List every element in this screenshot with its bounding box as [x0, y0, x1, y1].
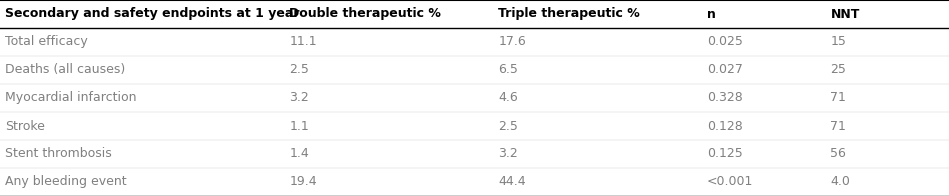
Text: Secondary and safety endpoints at 1 year: Secondary and safety endpoints at 1 year: [5, 7, 299, 21]
Text: 0.128: 0.128: [707, 120, 743, 132]
Text: 1.1: 1.1: [289, 120, 309, 132]
Text: Triple therapeutic %: Triple therapeutic %: [498, 7, 640, 21]
Text: Any bleeding event: Any bleeding event: [5, 175, 126, 189]
Text: Myocardial infarction: Myocardial infarction: [5, 92, 137, 104]
Text: 71: 71: [830, 120, 847, 132]
Text: 71: 71: [830, 92, 847, 104]
Text: 56: 56: [830, 148, 847, 161]
Text: 15: 15: [830, 35, 847, 48]
Text: Stroke: Stroke: [5, 120, 45, 132]
Text: 0.027: 0.027: [707, 64, 743, 76]
Text: 3.2: 3.2: [498, 148, 518, 161]
Text: Total efficacy: Total efficacy: [5, 35, 87, 48]
Text: n: n: [707, 7, 716, 21]
Text: Deaths (all causes): Deaths (all causes): [5, 64, 125, 76]
Text: 0.328: 0.328: [707, 92, 743, 104]
Text: 0.025: 0.025: [707, 35, 743, 48]
Text: 4.0: 4.0: [830, 175, 850, 189]
Text: 1.4: 1.4: [289, 148, 309, 161]
Text: 25: 25: [830, 64, 847, 76]
Text: 17.6: 17.6: [498, 35, 526, 48]
Text: 44.4: 44.4: [498, 175, 526, 189]
Text: 19.4: 19.4: [289, 175, 317, 189]
Text: 4.6: 4.6: [498, 92, 518, 104]
Text: 0.125: 0.125: [707, 148, 743, 161]
Text: NNT: NNT: [830, 7, 860, 21]
Text: Double therapeutic %: Double therapeutic %: [289, 7, 441, 21]
Text: 11.1: 11.1: [289, 35, 317, 48]
Text: 6.5: 6.5: [498, 64, 518, 76]
Text: 2.5: 2.5: [289, 64, 309, 76]
Text: 3.2: 3.2: [289, 92, 309, 104]
Text: Stent thrombosis: Stent thrombosis: [5, 148, 111, 161]
Text: <0.001: <0.001: [707, 175, 754, 189]
Text: 2.5: 2.5: [498, 120, 518, 132]
